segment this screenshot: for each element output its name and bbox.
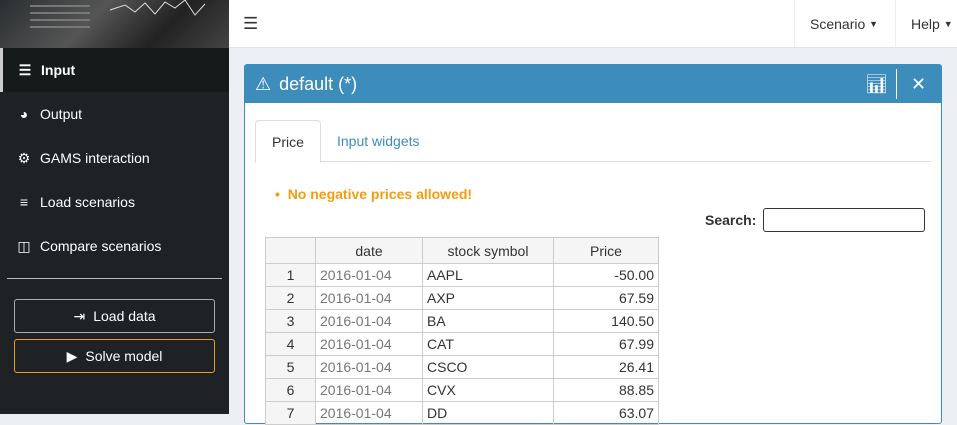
table-cell[interactable]: 2 — [265, 286, 316, 310]
tab-input-widgets[interactable]: Input widgets — [337, 133, 420, 149]
table-row[interactable]: 1 2016-01-04 AAPL -50.00 — [265, 263, 659, 287]
table-row[interactable]: 3 2016-01-04 BA 140.50 — [265, 309, 659, 333]
data-table: date stock symbol Price 1 2016-01-04 AAPL -… — [265, 237, 659, 425]
column-header[interactable] — [265, 237, 316, 264]
sidebar-item-load-scenarios[interactable]: ≡ Load scenarios — [0, 180, 229, 224]
table-cell[interactable]: 2016-01-04 — [315, 286, 423, 310]
search-input[interactable] — [763, 208, 926, 232]
logo-image — [0, 0, 229, 48]
table-cell[interactable]: CAT — [422, 332, 554, 356]
column-header[interactable]: Price — [553, 237, 659, 264]
table-cell[interactable]: 2016-01-04 — [315, 355, 423, 379]
table-row[interactable]: 7 2016-01-04 DD 63.07 — [265, 401, 659, 425]
caret-down-icon: ▼ — [943, 19, 953, 29]
top-navbar: ☰ Scenario ▼ Help ▼ — [229, 0, 957, 48]
hamburger-menu-icon[interactable]: ☰ — [243, 14, 259, 33]
column-header[interactable]: date — [315, 237, 423, 264]
help-menu[interactable]: Help ▼ — [895, 0, 957, 48]
table-cell[interactable]: 2016-01-04 — [315, 332, 423, 356]
table-cell[interactable]: 5 — [265, 355, 316, 379]
table-cell[interactable]: 88.85 — [553, 378, 659, 402]
sidebar-item-compare-scenarios[interactable]: ◫ Compare scenarios — [17, 237, 162, 255]
table-cell[interactable]: 4 — [265, 332, 316, 356]
table-cell[interactable]: 2016-01-04 — [315, 309, 423, 333]
table-row[interactable]: 2 2016-01-04 AXP 67.59 — [265, 286, 659, 310]
sliders-icon: ☰ — [18, 61, 32, 78]
tab-price[interactable]: Price — [255, 120, 321, 163]
table-row[interactable]: 4 2016-01-04 CAT 67.99 — [265, 332, 659, 356]
load-data-button[interactable]: ⇥ Load data — [14, 299, 215, 333]
table-cell[interactable]: 7 — [265, 401, 316, 425]
table-cell[interactable]: -50.00 — [553, 263, 659, 287]
table-cell[interactable]: 6 — [265, 378, 316, 402]
table-row[interactable]: 6 2016-01-04 CVX 88.85 — [265, 378, 659, 402]
table-cell[interactable]: 63.07 — [553, 401, 659, 425]
gear-icon: ⚙ — [17, 149, 31, 166]
table-cell[interactable]: AXP — [422, 286, 554, 310]
close-icon[interactable]: ✕ — [911, 73, 927, 94]
sidebar-item-output[interactable]: ◕ Output — [0, 92, 229, 136]
columns-icon: ◫ — [17, 237, 31, 254]
table-cell[interactable]: CSCO — [422, 355, 554, 379]
divider — [7, 278, 222, 279]
search-group: Search: — [705, 208, 926, 232]
warning-icon: ⚠ — [255, 73, 272, 94]
table-cell[interactable]: 2016-01-04 — [315, 263, 423, 287]
table-cell[interactable]: 26.41 — [553, 355, 659, 379]
table-cell[interactable]: 3 — [265, 309, 316, 333]
scenario-box: ⚠ default (*) 📊︎ ✕ Price Input widgets •… — [244, 64, 942, 425]
table-cell[interactable]: BA — [422, 309, 554, 333]
table-cell[interactable]: 67.59 — [553, 286, 659, 310]
table-cell[interactable]: 140.50 — [553, 309, 659, 333]
tab-bar: Price Input widgets — [255, 120, 931, 163]
table-row[interactable]: 5 2016-01-04 CSCO 26.41 — [265, 355, 659, 379]
table-cell[interactable]: 2016-01-04 — [315, 401, 423, 425]
box-title: default (*) — [279, 73, 358, 94]
sidebar-item-input[interactable]: ☰ Input — [0, 48, 229, 92]
play-icon: ▶ — [66, 347, 78, 364]
table-cell[interactable]: 2016-01-04 — [315, 378, 423, 402]
pie-chart-icon: ◕ — [19, 106, 29, 122]
solve-model-button[interactable]: ▶ Solve model — [14, 339, 215, 373]
file-import-icon: ⇥ — [73, 307, 86, 324]
column-header[interactable]: stock symbol — [422, 237, 554, 264]
table-cell[interactable]: DD — [422, 401, 554, 425]
caret-down-icon: ▼ — [869, 19, 879, 29]
box-header: ⚠ default (*) 📊︎ ✕ — [245, 65, 941, 103]
sidebar-item-gams-interaction[interactable]: ⚙ GAMS interaction — [17, 149, 150, 167]
table-cell[interactable]: 67.99 — [553, 332, 659, 356]
database-icon: ≡ — [19, 194, 29, 210]
table-cell[interactable]: CVX — [422, 378, 554, 402]
error-message: • No negative prices allowed! — [275, 186, 473, 202]
scenario-menu[interactable]: Scenario ▼ — [794, 0, 893, 48]
table-cell[interactable]: AAPL — [422, 263, 554, 287]
table-cell[interactable]: 1 — [265, 263, 316, 287]
sidebar: ☰ Input ◕ Output ⚙ GAMS interaction ≡ Load s… — [0, 0, 229, 414]
chart-icon[interactable]: 📊︎ — [857, 69, 897, 99]
